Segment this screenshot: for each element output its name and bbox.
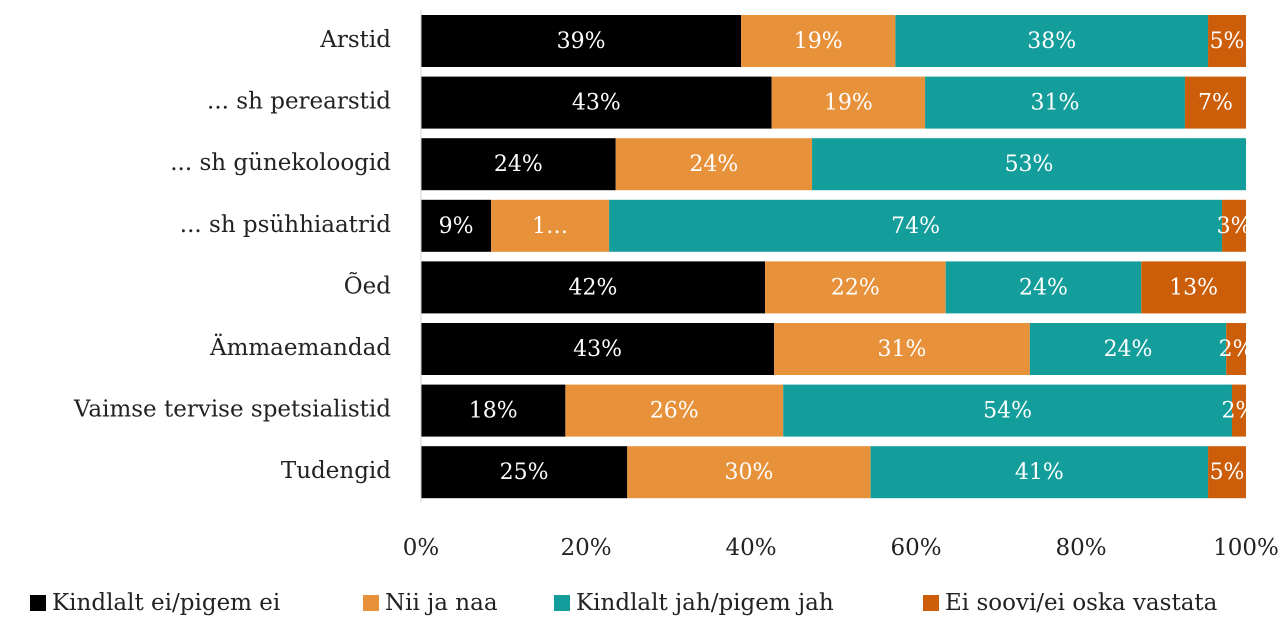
value-label: 54% (983, 399, 1032, 424)
bar-segment (609, 199, 1223, 252)
bar-segment (765, 261, 946, 314)
value-label: 3% (1217, 214, 1252, 239)
legend-swatch (554, 595, 570, 611)
value-label: 41% (1015, 460, 1064, 485)
value-label: 43% (573, 337, 622, 362)
value-label: 53% (1005, 152, 1054, 177)
category-label: ... sh günekoloogid (170, 150, 391, 176)
bar-segment (783, 384, 1232, 437)
category-label: ... sh perearstid (207, 89, 391, 115)
value-label: 42% (569, 275, 618, 300)
bar-segment (774, 323, 1030, 375)
bar-segment (421, 15, 742, 67)
bar-segment (741, 15, 896, 67)
x-tick-label: 20% (560, 535, 611, 561)
bar-segment (627, 446, 871, 499)
bar-segment (421, 261, 766, 314)
category-label: ... sh psühhiaatrid (180, 212, 392, 238)
bar-segment (421, 76, 772, 129)
value-label: 74% (891, 214, 940, 239)
value-label: 5% (1210, 29, 1245, 54)
category-label: Õed (344, 271, 391, 299)
legend-label: Kindlalt jah/pigem jah (576, 590, 834, 616)
bar-segment (615, 138, 813, 191)
legend-label: Ei soovi/ei oska vastata (945, 590, 1218, 616)
legend-label: Kindlalt ei/pigem ei (52, 590, 280, 616)
value-label: 1… (532, 214, 568, 239)
bar-segment (1231, 384, 1246, 437)
value-label: 13% (1169, 275, 1218, 300)
value-label: 18% (469, 399, 518, 424)
category-label: Arstid (319, 27, 391, 53)
value-label: 24% (1104, 337, 1153, 362)
value-label: 39% (557, 29, 606, 54)
bar-segment (421, 384, 566, 437)
value-label: 24% (1019, 275, 1068, 300)
category-label: Ämmaemandad (209, 334, 391, 361)
category-label: Vaimse tervise spetsialistid (73, 397, 391, 423)
value-label: 2% (1222, 399, 1257, 424)
value-label: 7% (1198, 91, 1233, 116)
bar-segment (1029, 323, 1227, 375)
bar-segment (812, 138, 1246, 191)
bar-segment (870, 446, 1209, 499)
value-label: 24% (494, 152, 543, 177)
category-label: Tudengid (281, 458, 391, 484)
value-label: 24% (689, 152, 738, 177)
bar-segment (1208, 446, 1246, 499)
bar-segment (421, 323, 775, 375)
value-label: 25% (500, 460, 549, 485)
x-tick-label: 40% (725, 535, 776, 561)
x-tick-label: 80% (1055, 535, 1106, 561)
bar-segment (565, 384, 784, 437)
value-label: 38% (1027, 29, 1076, 54)
value-label: 5% (1210, 460, 1245, 485)
value-label: 30% (724, 460, 773, 485)
value-label: 31% (878, 337, 927, 362)
bar-segment (421, 199, 492, 252)
bar-segment (771, 76, 926, 129)
legend-label: Nii ja naa (385, 590, 498, 616)
x-tick-label: 0% (403, 535, 440, 561)
value-label: 19% (824, 91, 873, 116)
value-label: 43% (572, 91, 621, 116)
value-label: 22% (831, 275, 880, 300)
bar-segment (1141, 261, 1246, 314)
bar-segment (421, 138, 616, 191)
bar-segment (895, 15, 1209, 67)
x-tick-label: 100% (1213, 535, 1279, 561)
bar-segment (1208, 15, 1246, 67)
legend-swatch (363, 595, 379, 611)
bar-segment (1184, 76, 1246, 129)
bar-segment (1222, 199, 1246, 252)
value-label: 19% (794, 29, 843, 54)
legend-swatch (923, 595, 939, 611)
legend-swatch (30, 595, 46, 611)
bar-segment (945, 261, 1142, 314)
value-label: 2% (1219, 337, 1254, 362)
value-label: 26% (650, 399, 699, 424)
bar-segment (491, 199, 610, 252)
value-label: 31% (1031, 91, 1080, 116)
x-tick-label: 60% (890, 535, 941, 561)
value-label: 9% (439, 214, 474, 239)
bar-segment (1226, 323, 1246, 375)
bar-segment (421, 446, 628, 499)
bar-segment (925, 76, 1185, 129)
